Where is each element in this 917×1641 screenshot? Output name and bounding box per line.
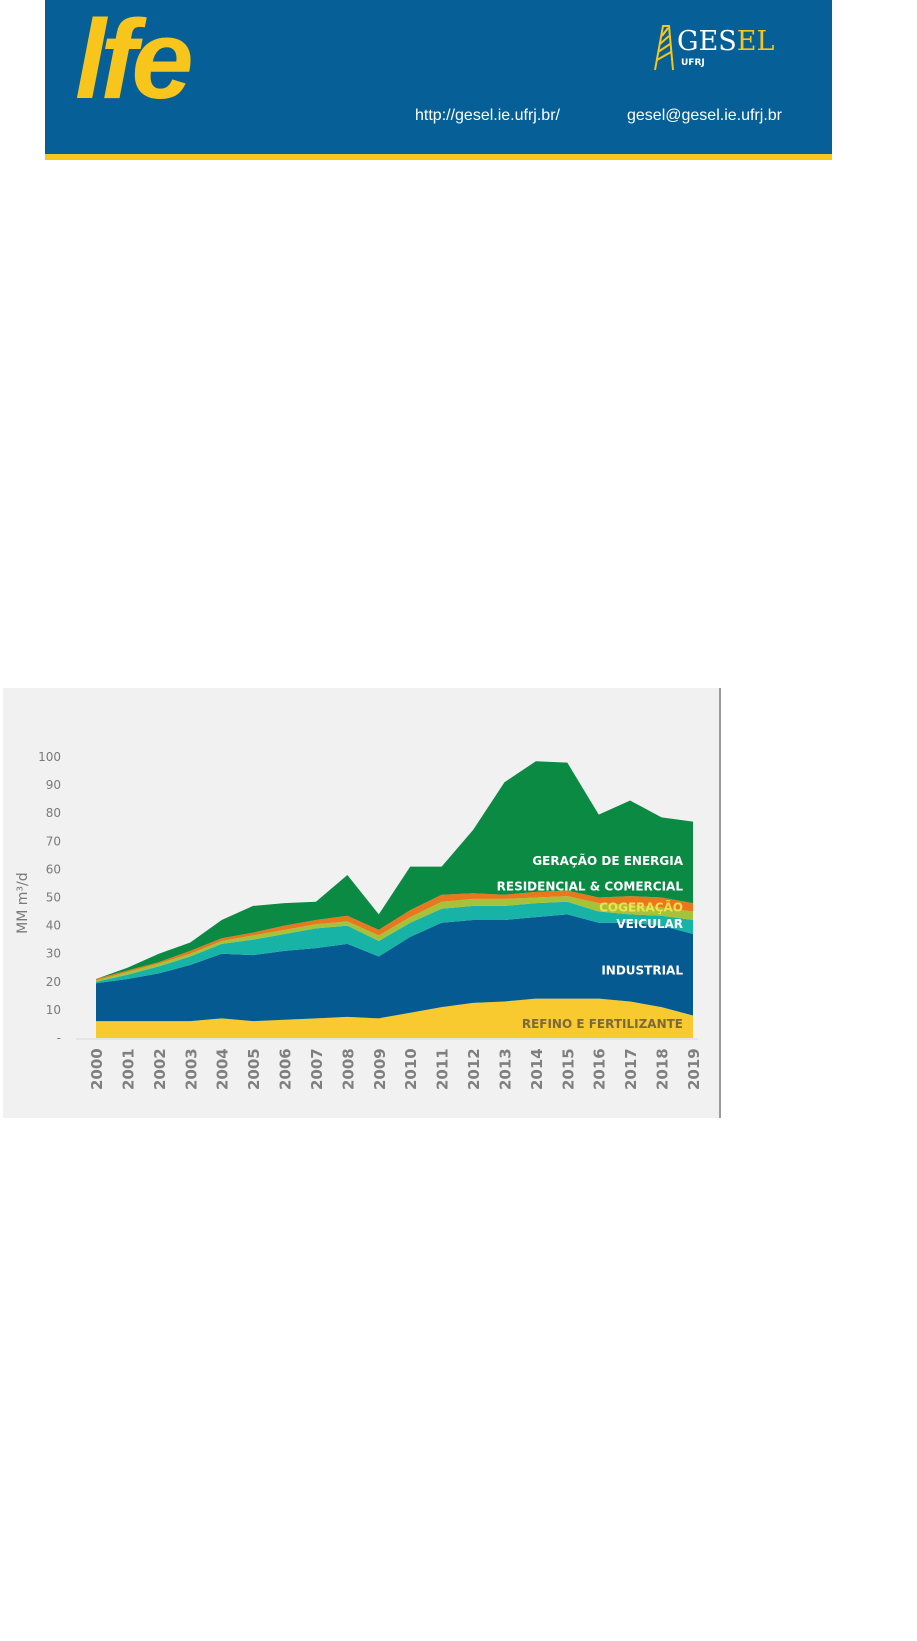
x-tick-label: 2002 [151,1048,169,1090]
lfe-logo: lfe [75,0,194,122]
x-tick-label: 2019 [685,1048,703,1090]
y-tick-label: 100 [38,750,61,764]
y-tick-label: - [57,1031,61,1045]
area-residencial-comercial [96,890,693,981]
x-tick-label: 2011 [434,1048,452,1090]
y-tick-label: 70 [46,834,61,848]
transmission-tower-icon [654,25,674,71]
ufrj-text: UFRJ [681,58,705,68]
x-tick-label: 2015 [559,1048,577,1090]
area-gera-o-de-energia [96,761,693,979]
y-tick-label: 10 [46,1003,61,1017]
header-banner: lfe GESEL UFRJ http://gesel.ie.ufrj.br/ … [45,0,832,160]
area-veicular [96,901,693,984]
x-tick-label: 2008 [339,1048,357,1090]
series-label: REFINO E FERTILIZANTE [522,1017,683,1031]
series-label: VEICULAR [616,917,683,931]
x-tick-label: 2004 [214,1048,232,1090]
x-tick-label: 2009 [371,1048,389,1090]
gesel-name-main: GES [677,26,737,57]
x-tick-label: 2014 [528,1048,546,1090]
stacked-area-chart: - 10 20 30 40 50 60 70 80 90 100 MM m³/d 2000 2001 200… [15,750,703,1090]
y-tick-label: 90 [46,778,61,792]
x-tick-label: 2005 [245,1048,263,1090]
x-tick-label: 2003 [182,1048,200,1090]
y-tick-label: 50 [46,891,61,905]
x-tick-label: 2010 [402,1048,420,1090]
y-tick-label: 30 [46,947,61,961]
gesel-logo-text: GESEL [677,26,774,57]
x-tick-label: 2000 [88,1048,106,1090]
area-industrial [96,914,693,1022]
y-tick-label: 40 [46,919,61,933]
x-tick-label: 2016 [591,1048,609,1090]
y-tick-label: 80 [46,806,61,820]
series-label: GERAÇÃO DE ENERGIA [532,853,683,868]
series-label: RESIDENCIAL & COMERCIAL [497,879,684,893]
x-tick-label: 2001 [119,1048,137,1090]
x-tick-label: 2012 [465,1048,483,1090]
area-refino-e-fertilizante [96,998,693,1038]
gesel-name-accent: EL [736,26,775,57]
y-tick-label: 60 [46,862,61,876]
x-tick-label: 2007 [308,1048,326,1090]
y-tick-label: 20 [46,975,61,989]
website-link[interactable]: http://gesel.ie.ufrj.br/ [415,107,560,124]
email-link[interactable]: gesel@gesel.ie.ufrj.br [627,107,782,124]
series-label: INDUSTRIAL [601,964,683,978]
x-tick-label: 2018 [654,1048,672,1090]
x-tick-label: 2006 [277,1048,295,1090]
x-tick-label: 2017 [622,1048,640,1090]
x-tick-label: 2013 [496,1048,514,1090]
series-label: COGERAÇÃO [599,899,683,914]
chart-panel: - 10 20 30 40 50 60 70 80 90 100 MM m³/d 2000 2001 200… [3,688,721,1118]
y-axis-label: MM m³/d [15,872,31,933]
